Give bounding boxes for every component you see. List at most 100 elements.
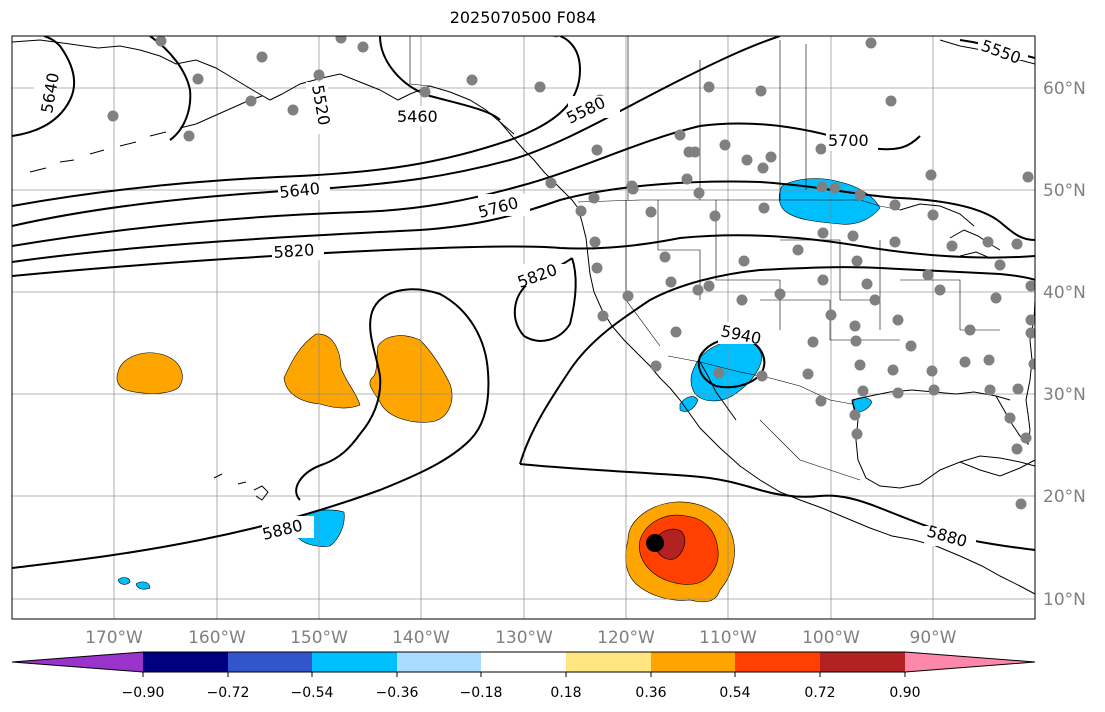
lat-label-50n: 50°N	[1043, 181, 1086, 201]
station-dot	[627, 183, 639, 195]
station-dot	[545, 177, 557, 189]
colorbar: −0.90 −0.72 −0.54 −0.36 −0.18 0.18 0.36 …	[11, 651, 1036, 701]
contour-5640	[12, 36, 781, 227]
station-dot	[245, 95, 257, 107]
station-dot	[885, 95, 897, 107]
station-dot	[692, 284, 704, 296]
station-dot	[591, 262, 603, 274]
station-dot	[964, 324, 976, 336]
station-dot	[287, 104, 299, 116]
colorbar-label: −0.72	[207, 685, 250, 701]
height-contours	[12, 36, 1035, 569]
station-dot	[887, 364, 899, 376]
station-dot	[757, 162, 769, 174]
political-borders	[409, 36, 1000, 481]
station-dot	[849, 320, 861, 332]
station-dot	[256, 51, 268, 63]
lon-label-110w: 110°W	[699, 628, 757, 648]
station-dot	[807, 336, 819, 348]
station-dot	[922, 269, 934, 281]
station-dot	[713, 367, 725, 379]
lon-label-140w: 140°W	[392, 628, 450, 648]
station-dot	[765, 151, 777, 163]
mexico-state-lines	[759, 419, 861, 481]
station-dot	[1022, 171, 1034, 183]
station-dot	[756, 370, 768, 382]
contour-5460	[379, 36, 501, 121]
station-dot	[588, 192, 600, 204]
station-dot	[847, 230, 859, 242]
contour-5880-main	[12, 288, 490, 569]
station-dot	[755, 85, 767, 97]
station-dot	[719, 139, 731, 151]
map-area	[12, 36, 1035, 619]
station-dot	[674, 129, 686, 141]
lon-label-150w: 150°W	[290, 628, 348, 648]
station-dot	[816, 181, 828, 193]
colorbar-ticks	[142, 672, 906, 677]
station-dot	[1025, 327, 1035, 339]
great-lakes	[899, 203, 1001, 259]
station-dot	[889, 236, 901, 248]
lat-label-60n: 60°N	[1043, 79, 1086, 99]
lat-label-10n: 10°N	[1043, 590, 1086, 610]
colorbar-label: 0.36	[635, 685, 666, 701]
station-dot	[183, 130, 195, 142]
gulf-of-mexico-coast	[851, 399, 1035, 489]
station-dot	[107, 110, 119, 122]
station-dot	[665, 276, 677, 288]
station-dot	[575, 205, 587, 217]
lon-label-130w: 130°W	[495, 628, 553, 648]
station-dot	[946, 240, 958, 252]
station-dots	[107, 36, 1035, 510]
map-title: 2025070500 F084	[449, 8, 597, 27]
us-mexico-border	[667, 355, 853, 405]
station-dot	[693, 187, 705, 199]
station-dot	[1025, 280, 1035, 292]
station-dot	[861, 278, 873, 290]
alaska-canada-border	[409, 36, 431, 87]
contour-5880-east	[519, 266, 1035, 465]
station-dot	[851, 428, 863, 440]
colorbar-segment	[566, 652, 651, 672]
station-dot	[192, 73, 204, 85]
station-dot	[709, 210, 721, 222]
station-dot	[758, 202, 770, 214]
colorbar-segment	[651, 652, 735, 672]
station-dot	[817, 227, 829, 239]
station-dot	[983, 354, 995, 366]
station-dot	[959, 356, 971, 368]
latitude-labels: 60°N 50°N 40°N 30°N 20°N 10°N	[1043, 79, 1086, 610]
lat-label-20n: 20°N	[1043, 487, 1086, 507]
station-dot	[1011, 443, 1023, 455]
station-dot	[357, 41, 369, 53]
colorbar-label: 0.90	[889, 685, 920, 701]
station-dot	[1011, 238, 1023, 250]
contour-5580	[12, 36, 582, 207]
station-dot	[854, 189, 866, 201]
positive-anomaly-west-pacific	[116, 352, 183, 394]
station-dot	[622, 290, 634, 302]
contour-label-5820-pacific: 5820	[273, 240, 315, 262]
lon-label-120w: 120°W	[597, 628, 655, 648]
map-frame	[11, 35, 1036, 620]
station-dot	[851, 255, 863, 267]
station-dot	[892, 314, 904, 326]
station-dot	[869, 294, 881, 306]
station-dot	[736, 294, 748, 306]
station-dot	[905, 340, 917, 352]
lon-label-90w: 90°W	[910, 628, 957, 648]
colorbar-segments	[12, 652, 1035, 672]
station-dot	[892, 387, 904, 399]
colorbar-label: −0.90	[122, 685, 165, 701]
station-dot	[659, 251, 671, 263]
station-dot	[1012, 383, 1024, 395]
station-dot	[815, 395, 827, 407]
station-dot	[534, 81, 546, 93]
colorbar-label: 0.72	[804, 685, 835, 701]
colorbar-extend-low	[12, 652, 143, 672]
station-dot	[466, 74, 478, 86]
contour-5640-northwest	[12, 36, 76, 137]
station-dot	[994, 259, 1006, 271]
canada-province-lines	[627, 36, 807, 200]
